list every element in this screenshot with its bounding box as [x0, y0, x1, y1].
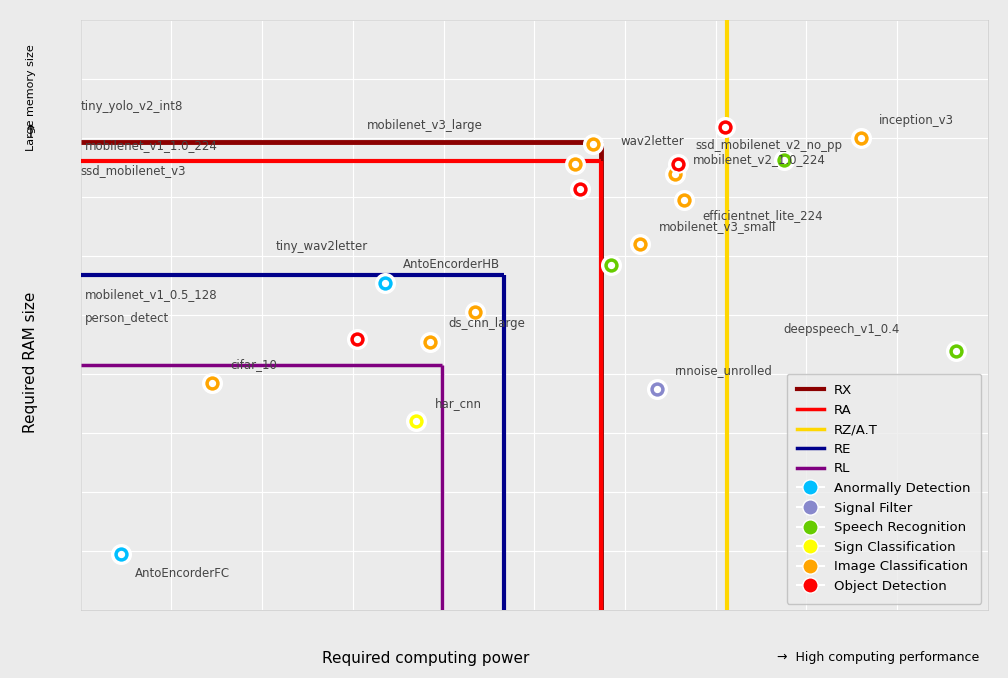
Point [572, 184, 588, 195]
Text: →  High computing performance: → High computing performance [776, 652, 979, 664]
Text: mobilenet_v2_1.0_224: mobilenet_v2_1.0_224 [694, 153, 826, 166]
Point [776, 155, 792, 165]
Point [632, 239, 648, 250]
Point [667, 168, 683, 179]
Text: AntoEncorderHB: AntoEncorderHB [403, 258, 500, 271]
Point [572, 184, 588, 195]
Point [717, 121, 733, 132]
Point [649, 384, 665, 395]
Point [717, 121, 733, 132]
Point [675, 195, 691, 205]
Point [853, 133, 869, 144]
Text: deepspeech_v1_0.4: deepspeech_v1_0.4 [783, 323, 900, 336]
Point [585, 139, 601, 150]
Text: mobilenet_v3_small: mobilenet_v3_small [658, 220, 776, 233]
Point [377, 277, 393, 288]
Text: Large memory size: Large memory size [26, 44, 35, 151]
Point [421, 336, 437, 347]
Text: tiny_wav2letter: tiny_wav2letter [275, 241, 368, 254]
Text: Required RAM size: Required RAM size [23, 292, 38, 433]
Point [408, 416, 424, 427]
Point [204, 378, 221, 388]
Text: tiny_yolo_v2_int8: tiny_yolo_v2_int8 [81, 100, 183, 113]
Point [853, 133, 869, 144]
Point [585, 139, 601, 150]
Text: cifar_10: cifar_10 [230, 359, 277, 372]
Point [585, 139, 601, 150]
Legend: RX, RA, RZ/A.T, RE, RL, Anormally Detection, Signal Filter, Speech Recognition, : RX, RA, RZ/A.T, RE, RL, Anormally Detect… [786, 374, 981, 603]
Text: Required computing power: Required computing power [322, 652, 529, 666]
Text: mobilenet_v3_large: mobilenet_v3_large [366, 119, 482, 132]
Text: ssd_mobilenet_v2_no_pp: ssd_mobilenet_v2_no_pp [696, 139, 843, 152]
Text: inception_v3: inception_v3 [879, 114, 954, 127]
Text: ssd_mobilenet_v3: ssd_mobilenet_v3 [81, 164, 186, 177]
Text: efficientnet_lite_224: efficientnet_lite_224 [703, 209, 823, 222]
Point [566, 159, 583, 170]
Point [776, 155, 792, 165]
Point [421, 336, 437, 347]
Point [776, 155, 792, 165]
Text: wav2letter: wav2letter [620, 136, 684, 148]
Text: ↑: ↑ [24, 123, 37, 142]
Point [853, 133, 869, 144]
Point [349, 334, 365, 344]
Point [421, 336, 437, 347]
Point [603, 260, 619, 271]
Point [603, 260, 619, 271]
Point [669, 158, 685, 169]
Point [667, 168, 683, 179]
Point [467, 307, 484, 318]
Point [948, 345, 964, 356]
Point [717, 121, 733, 132]
Point [349, 334, 365, 344]
Point [377, 277, 393, 288]
Point [948, 345, 964, 356]
Text: har_cnn: har_cnn [434, 397, 482, 410]
Text: ds_cnn_large: ds_cnn_large [448, 317, 525, 330]
Text: mobilenet_v1_1.0_224: mobilenet_v1_1.0_224 [85, 140, 218, 153]
Point [667, 168, 683, 179]
Point [467, 307, 484, 318]
Point [632, 239, 648, 250]
Point [113, 549, 129, 559]
Point [408, 416, 424, 427]
Point [113, 549, 129, 559]
Text: mobilenet_v1_0.5_128: mobilenet_v1_0.5_128 [85, 287, 218, 300]
Text: rnnoise_unrolled: rnnoise_unrolled [675, 364, 773, 377]
Point [649, 384, 665, 395]
Point [566, 159, 583, 170]
Text: person_detect: person_detect [85, 313, 169, 325]
Point [572, 184, 588, 195]
Point [948, 345, 964, 356]
Point [377, 277, 393, 288]
Point [675, 195, 691, 205]
Point [669, 158, 685, 169]
Point [603, 260, 619, 271]
Point [204, 378, 221, 388]
Point [467, 307, 484, 318]
Point [566, 159, 583, 170]
Point [632, 239, 648, 250]
Point [408, 416, 424, 427]
Point [204, 378, 221, 388]
Point [669, 158, 685, 169]
Point [113, 549, 129, 559]
Point [675, 195, 691, 205]
Point [349, 334, 365, 344]
Text: AntoEncorderFC: AntoEncorderFC [135, 567, 230, 580]
Point [649, 384, 665, 395]
